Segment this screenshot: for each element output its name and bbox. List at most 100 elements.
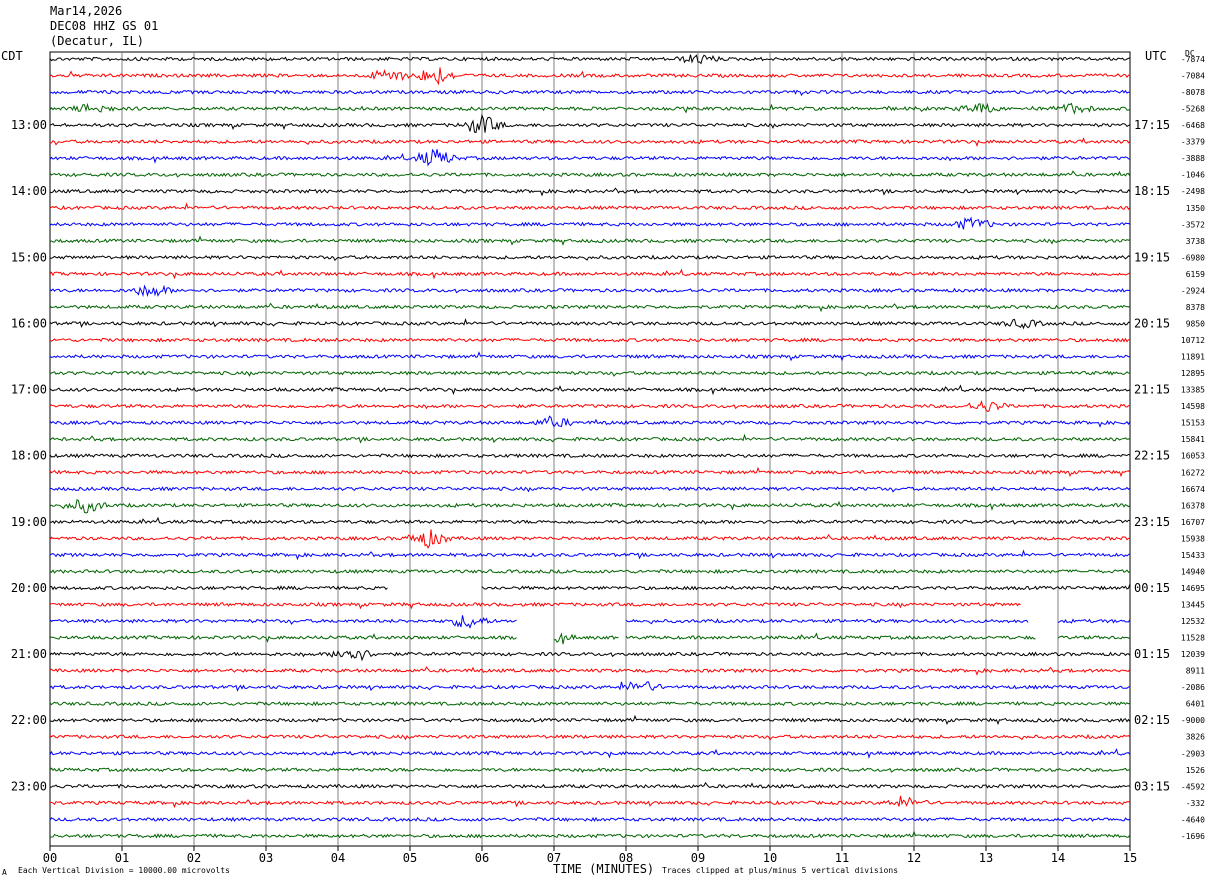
seismic-trace — [49, 187, 1131, 197]
x-tick-label: 05 — [403, 851, 417, 865]
dc-offset-label: 15153 — [1181, 419, 1205, 428]
dc-offset-label: -3379 — [1181, 138, 1205, 147]
left-hour-label: 21:00 — [11, 647, 47, 661]
left-hour-label: 16:00 — [11, 316, 47, 330]
seismic-trace — [49, 89, 1131, 97]
dc-offset-label: 16707 — [1181, 518, 1205, 527]
seismic-trace — [49, 681, 1131, 692]
dc-offset-label: -1046 — [1181, 171, 1205, 180]
dc-offset-label: -6468 — [1181, 121, 1205, 130]
dc-offset-label: 15938 — [1181, 534, 1205, 543]
dc-offset-label: 1350 — [1186, 204, 1205, 213]
right-hour-label: 23:15 — [1134, 515, 1170, 529]
clip-note: Traces clipped at plus/minus 5 vertical … — [662, 866, 899, 875]
seismic-trace — [49, 54, 1131, 65]
cdt-label: CDT — [1, 49, 23, 63]
dc-offset-label: 16053 — [1181, 452, 1205, 461]
right-hour-label: 20:15 — [1134, 316, 1170, 330]
seismic-trace — [49, 516, 1131, 525]
seismic-trace — [49, 632, 1131, 645]
dc-label: DC — [1185, 49, 1195, 58]
seismic-trace — [49, 284, 1131, 298]
seismic-trace — [49, 351, 1131, 362]
dc-offset-label: 8911 — [1186, 667, 1205, 676]
seismic-trace — [49, 384, 1131, 396]
dc-offset-label: 16272 — [1181, 468, 1205, 477]
seismic-trace — [49, 568, 1131, 575]
x-tick-label: 07 — [547, 851, 561, 865]
seismic-trace — [49, 748, 1131, 759]
x-tick-label: 11 — [835, 851, 849, 865]
dc-offset-label: -9000 — [1181, 716, 1205, 725]
seismic-trace — [49, 452, 1131, 459]
dc-offset-label: -4592 — [1181, 782, 1205, 791]
dc-offset-label: 14598 — [1181, 402, 1205, 411]
seismic-trace — [49, 700, 1131, 707]
dc-offset-label: -5268 — [1181, 105, 1205, 114]
dc-offset-label: -3888 — [1181, 154, 1205, 163]
x-tick-label: 09 — [691, 851, 705, 865]
dc-offset-label: -7874 — [1181, 55, 1205, 64]
seismic-trace — [49, 767, 1131, 773]
x-tick-label: 13 — [979, 851, 993, 865]
x-tick-label: 04 — [331, 851, 345, 865]
right-hour-label: 00:15 — [1134, 581, 1170, 595]
x-tick-label: 08 — [619, 851, 633, 865]
seismic-trace — [49, 302, 1131, 313]
dc-offset-label: 1526 — [1186, 766, 1205, 775]
dc-offset-label: -6980 — [1181, 253, 1205, 262]
dc-offset-label: 8378 — [1186, 303, 1205, 312]
x-tick-label: 12 — [907, 851, 921, 865]
seismic-trace — [49, 714, 1131, 726]
seismic-trace — [49, 415, 1131, 428]
dc-offset-label: -7084 — [1181, 72, 1205, 81]
dc-offset-label: 13385 — [1181, 386, 1205, 395]
seismic-trace — [49, 466, 1131, 478]
seismic-trace — [49, 370, 1131, 377]
dc-offset-label: -3572 — [1181, 220, 1205, 229]
dc-offset-label: -1696 — [1181, 832, 1205, 841]
dc-offset-label: 3826 — [1186, 733, 1205, 742]
dc-offset-label: -4640 — [1181, 815, 1205, 824]
dc-offset-label: 11891 — [1181, 353, 1205, 362]
dc-offset-label: 11528 — [1181, 634, 1205, 643]
utc-label: UTC — [1145, 49, 1167, 63]
seismic-trace — [50, 781, 1131, 789]
seismic-trace — [49, 235, 1131, 246]
dc-offset-label: 14940 — [1181, 567, 1205, 576]
seismic-trace — [49, 433, 1131, 444]
seismic-trace — [49, 650, 1131, 662]
seismic-trace — [49, 317, 1131, 330]
x-tick-label: 01 — [115, 851, 129, 865]
dc-offset-label: 14695 — [1181, 584, 1205, 593]
dc-offset-label: 3738 — [1186, 237, 1205, 246]
seismic-trace — [49, 549, 1131, 561]
left-hour-label: 18:00 — [11, 449, 47, 463]
header-station: DEC08 HHZ GS 01 — [50, 19, 159, 33]
x-axis-title: TIME (MINUTES) — [553, 862, 655, 876]
seismic-trace — [49, 202, 1131, 211]
left-hour-label: 23:00 — [11, 779, 47, 793]
seismic-trace — [49, 615, 1131, 629]
x-tick-label: 15 — [1123, 851, 1137, 865]
seismic-trace — [49, 67, 1131, 86]
dc-offset-label: 9850 — [1186, 319, 1205, 328]
seismic-trace — [49, 733, 1131, 741]
header-date: Mar14,2026 — [50, 4, 123, 18]
scale-note: Each Vertical Division = 10000.00 microv… — [18, 866, 230, 875]
dc-offset-label: 13445 — [1181, 600, 1205, 609]
seismic-trace — [49, 170, 1131, 178]
left-hour-label: 19:00 — [11, 515, 47, 529]
seismic-trace — [49, 529, 1131, 549]
dc-offset-label: -2086 — [1181, 683, 1205, 692]
right-hour-label: 02:15 — [1134, 713, 1170, 727]
right-hour-label: 03:15 — [1134, 779, 1170, 793]
seismic-trace — [49, 148, 1131, 167]
left-hour-label: 15:00 — [11, 250, 47, 264]
seismic-trace — [49, 216, 1131, 230]
dc-offset-label: 16674 — [1181, 485, 1205, 494]
dc-offset-label: -8078 — [1181, 88, 1205, 97]
dc-offset-label: -2924 — [1181, 286, 1205, 295]
dc-offset-label: 6159 — [1186, 270, 1205, 279]
seismic-trace — [49, 816, 1131, 822]
